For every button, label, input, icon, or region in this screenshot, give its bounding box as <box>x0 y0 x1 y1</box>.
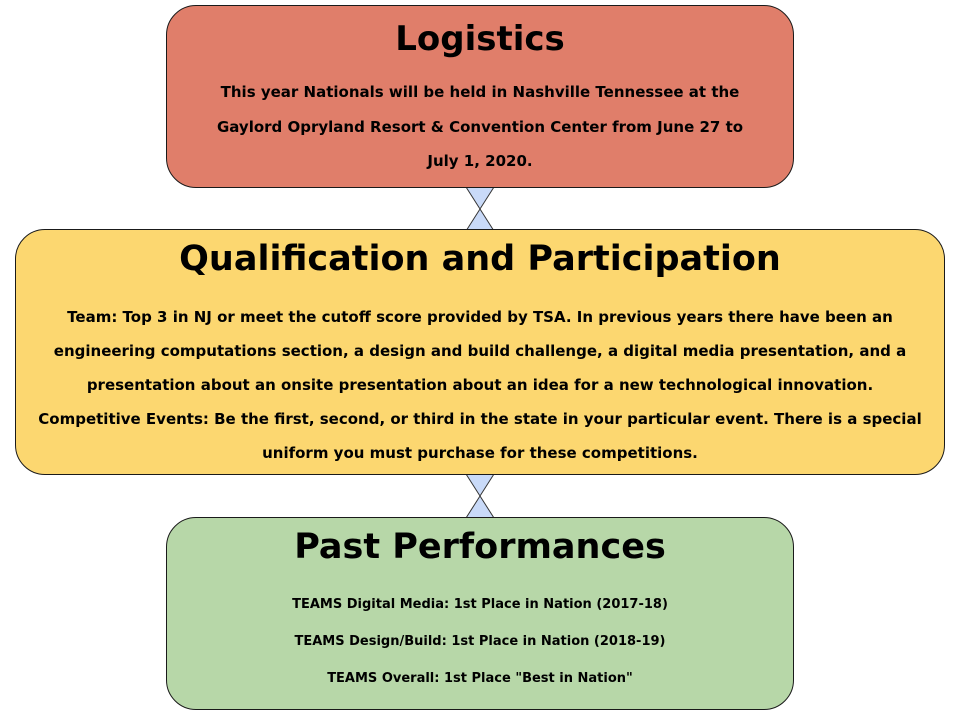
qualification-team-text: Team: Top 3 in NJ or meet the cutoff sco… <box>53 308 907 394</box>
past-performance-item: TEAMS Design/Build: 1st Place in Nation … <box>294 634 666 649</box>
qualification-title: Qualification and Participation <box>179 239 781 279</box>
logistics-text: This year Nationals will be held in Nash… <box>216 83 744 170</box>
past-performance-item: TEAMS Digital Media: 1st Place in Nation… <box>292 597 668 612</box>
connector-logistics-qualification <box>465 186 495 232</box>
past-performances-box: Past Performances TEAMS Digital Media: 1… <box>166 517 794 710</box>
qualification-events-text: Competitive Events: Be the first, second… <box>38 410 922 462</box>
logistics-title: Logistics <box>395 19 565 59</box>
logistics-box: Logistics This year Nationals will be he… <box>166 5 794 188</box>
past-performances-title: Past Performances <box>294 527 666 567</box>
qualification-box: Qualification and Participation Team: To… <box>15 229 945 475</box>
connector-qualification-past <box>465 473 495 519</box>
past-performance-item: TEAMS Overall: 1st Place "Best in Nation… <box>327 671 633 686</box>
